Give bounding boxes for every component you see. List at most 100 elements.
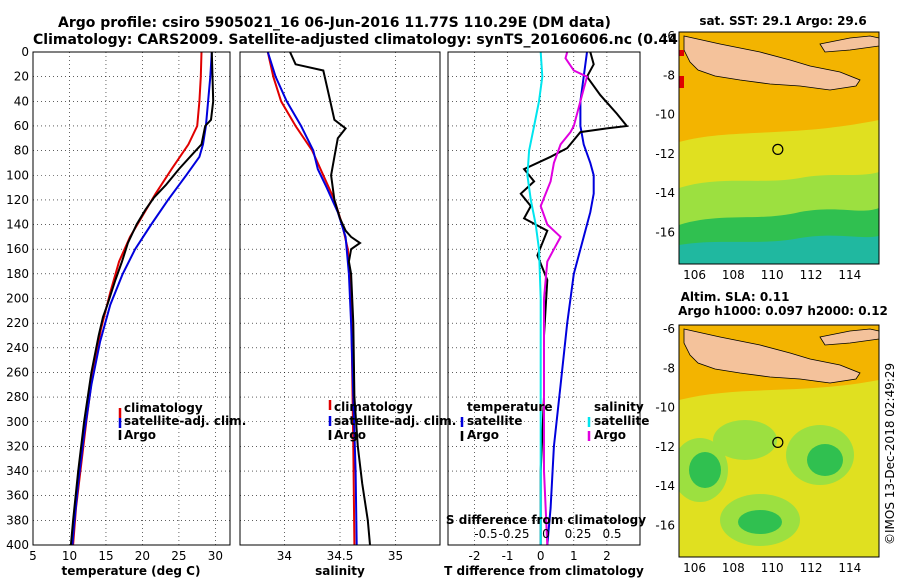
depth-tick-label: 240 (6, 341, 29, 355)
x-tick-label: 1 (570, 549, 578, 563)
sla-map-ticks: 106 108 110 112 114 -6 -8 -10 -12 -14 -16 (655, 322, 861, 575)
lon-tick-label: 106 (683, 561, 706, 575)
legend-climatology-label: climatology (124, 401, 203, 415)
sst-map: sat. SST: 29.1 Argo: 29.6 106 108 110 112 11… (655, 14, 880, 282)
lon-tick-label: 112 (800, 268, 823, 282)
series-line-salinity-argo (539, 52, 589, 545)
imos-watermark: ©IMOS 13-Dec-2018 02:49:29 (883, 363, 897, 545)
salinity-grid (240, 51, 440, 546)
salinity-ticks: 34 34.5 35 (277, 549, 403, 563)
lat-tick-label: -8 (663, 68, 675, 82)
temperature-grid (32, 51, 230, 546)
salinity-panel: 34 34.5 35 salinity climatology satellite-… (239, 51, 456, 578)
sst-map-ticks: 106 108 110 112 114 -6 -8 -10 -12 -14 -16 (655, 29, 861, 282)
title-line-1: Argo profile: csiro 5905021_16 06-Jun-20… (58, 15, 611, 31)
series-line-temperature-satellite (546, 52, 595, 545)
lon-tick-label: 110 (761, 561, 784, 575)
temperature-ticks: 5 10 15 20 25 30 (29, 549, 223, 563)
series-line-satellite-adj-clim- (71, 52, 213, 545)
difference-xlabel: T difference from climatology (444, 564, 644, 578)
series-line-argo (69, 52, 215, 545)
difference-frame (447, 51, 641, 546)
sla-map-title-1: Altim. SLA: 0.11 (681, 290, 790, 304)
x-tick-label: 25 (171, 549, 186, 563)
sla-eddy-core (689, 452, 721, 488)
sla-eddy-core (807, 444, 843, 476)
depth-tick-label: 400 (6, 538, 29, 552)
depth-tick-label: 260 (6, 365, 29, 379)
legend-temperature-title: temperature (467, 400, 552, 414)
x-tick-label: 34.5 (327, 549, 354, 563)
lon-tick-label: 106 (683, 268, 706, 282)
sla-map: Altim. SLA: 0.11 Argo h1000: 0.097 h2000… (655, 290, 888, 575)
temperature-legend: climatology satellite-adj. clim. Argo (118, 401, 246, 442)
top-x-tick-label: -0.5 (474, 527, 497, 541)
legend-argo-label: Argo (334, 428, 366, 442)
temperature-xlabel: temperature (deg C) (62, 564, 201, 578)
lat-tick-label: -6 (663, 29, 675, 43)
depth-tick-label: 160 (6, 242, 29, 256)
borneo-coast (819, 35, 879, 53)
difference-panel: -2 -1 0 1 2 -0.5 -0.25 0 0.25 0.5 T difference fr… (444, 51, 649, 578)
x-tick-label: 0 (537, 549, 545, 563)
java-island (683, 35, 861, 91)
depth-tick-label: 100 (6, 168, 29, 182)
depth-tick-label: 360 (6, 489, 29, 503)
lat-tick-label: -16 (655, 519, 675, 533)
lat-tick-label: -16 (655, 226, 675, 240)
x-tick-label: 20 (135, 549, 150, 563)
x-tick-label: 10 (62, 549, 77, 563)
x-tick-label: 15 (98, 549, 113, 563)
depth-tick-label: 80 (14, 144, 29, 158)
top-x-tick-label: 0.25 (565, 527, 592, 541)
lat-tick-label: -14 (655, 479, 675, 493)
depth-tick-label: 300 (6, 415, 29, 429)
sst-map-title: sat. SST: 29.1 Argo: 29.6 (699, 14, 866, 28)
series-line-satellite-adj-clim- (266, 52, 358, 545)
depth-tick-label: 380 (6, 513, 29, 527)
salinity-xlabel: salinity (315, 564, 365, 578)
temperature-panel: 5 10 15 20 25 30 0 20 40 60 80 100 120 140 160 180 200 2… (6, 45, 246, 578)
series-line-salinity-satellite (526, 52, 544, 545)
top-x-tick-label: 0.5 (602, 527, 621, 541)
x-tick-label: 34 (277, 549, 292, 563)
depth-tick-label: 0 (21, 45, 29, 59)
x-tick-label: 35 (388, 549, 403, 563)
legend-t-argo-label: Argo (467, 428, 499, 442)
x-tick-label: -2 (468, 549, 480, 563)
depth-tick-label: 20 (14, 70, 29, 84)
lon-tick-label: 108 (722, 561, 745, 575)
depth-ticks: 0 20 40 60 80 100 120 140 160 180 200 220 240 260 280 3… (6, 45, 29, 552)
depth-tick-label: 200 (6, 292, 29, 306)
depth-tick-label: 40 (14, 94, 29, 108)
legend-argo-label: Argo (124, 428, 156, 442)
legend-t-satellite-label: satellite (467, 414, 522, 428)
lat-tick-label: -12 (655, 147, 675, 161)
lat-tick-label: -8 (663, 361, 675, 375)
hot-pixel (679, 50, 684, 56)
temperature-frame (32, 51, 231, 546)
depth-tick-label: 120 (6, 193, 29, 207)
sla-eddy (713, 420, 777, 460)
lat-tick-label: -12 (655, 440, 675, 454)
argo-location-marker (772, 143, 784, 155)
legend-satellite-label: satellite-adj. clim. (334, 414, 456, 428)
legend-climatology-label: climatology (334, 400, 413, 414)
top-x-tick-label: -0.25 (498, 527, 529, 541)
lat-tick-label: -10 (655, 108, 675, 122)
x-tick-label: -1 (502, 549, 514, 563)
x-tick-label: 30 (208, 549, 223, 563)
lon-tick-label: 108 (722, 268, 745, 282)
temperature-lines (69, 52, 215, 545)
depth-tick-label: 280 (6, 390, 29, 404)
top-x-tick-label: 0 (542, 527, 550, 541)
depth-tick-label: 340 (6, 464, 29, 478)
lon-tick-label: 112 (800, 561, 823, 575)
difference-top-xlabel: S difference from climatology (446, 513, 646, 527)
salinity-legend: climatology satellite-adj. clim. Argo (328, 400, 456, 442)
depth-tick-label: 320 (6, 439, 29, 453)
borneo-coast (819, 328, 879, 346)
sla-map-frame (678, 324, 880, 558)
legend-s-argo-label: Argo (594, 428, 626, 442)
